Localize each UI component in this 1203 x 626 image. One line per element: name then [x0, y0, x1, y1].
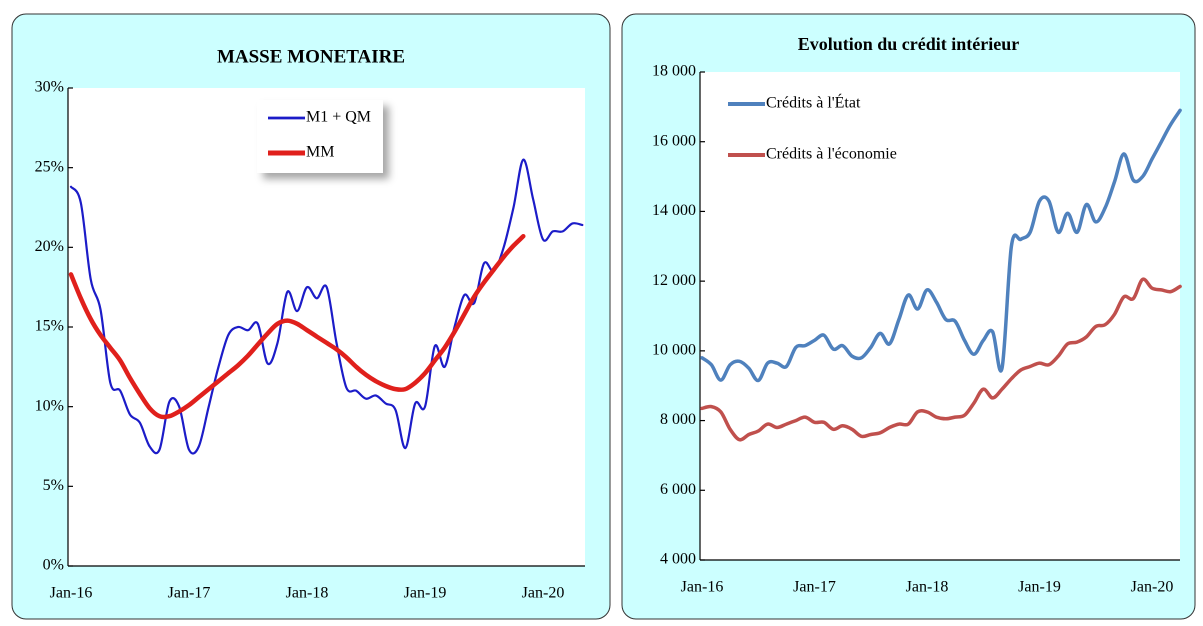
y-tick-label: 10%	[35, 397, 64, 414]
legend-label: M1 + QM	[306, 109, 371, 126]
data-line	[700, 277, 1182, 442]
legend-label: MM	[306, 144, 334, 161]
y-tick-label: 4 000	[660, 551, 696, 568]
y-tick-label: 10 000	[652, 342, 696, 359]
x-tick-label: Jan-19	[404, 585, 447, 602]
y-tick-label: 20%	[35, 238, 64, 255]
x-tick-label: Jan-16	[681, 579, 724, 596]
x-tick-label: Jan-17	[168, 585, 211, 602]
y-tick-label: 0%	[43, 557, 64, 574]
y-tick-label: 8 000	[660, 411, 696, 428]
legend-label: Crédits à l'économie	[766, 146, 897, 163]
x-tick-label: Jan-20	[522, 585, 565, 602]
y-tick-label: 25%	[35, 158, 64, 175]
data-line	[68, 233, 526, 420]
y-tick-label: 12 000	[652, 272, 696, 289]
y-tick-label: 14 000	[652, 202, 696, 219]
x-tick-label: Jan-18	[906, 579, 949, 596]
x-tick-label: Jan-19	[1018, 579, 1061, 596]
legend-label: Crédits à l'État	[766, 93, 861, 112]
y-tick-label: 30%	[35, 79, 64, 96]
chart-title: MASSE MONETAIRE	[217, 46, 405, 67]
chart-title: Evolution du crédit intérieur	[798, 34, 1020, 54]
x-tick-label: Jan-17	[793, 579, 836, 596]
plot-area	[700, 72, 1180, 560]
y-tick-label: 6 000	[660, 481, 696, 498]
y-tick-label: 15%	[35, 318, 64, 335]
legend-box	[257, 100, 383, 173]
x-tick-label: Jan-20	[1131, 579, 1174, 596]
data-line	[700, 108, 1182, 383]
x-tick-label: Jan-18	[286, 585, 329, 602]
y-tick-label: 18 000	[652, 63, 696, 80]
y-tick-label: 5%	[43, 477, 64, 494]
x-tick-label: Jan-16	[50, 585, 93, 602]
y-tick-label: 16 000	[652, 132, 696, 149]
